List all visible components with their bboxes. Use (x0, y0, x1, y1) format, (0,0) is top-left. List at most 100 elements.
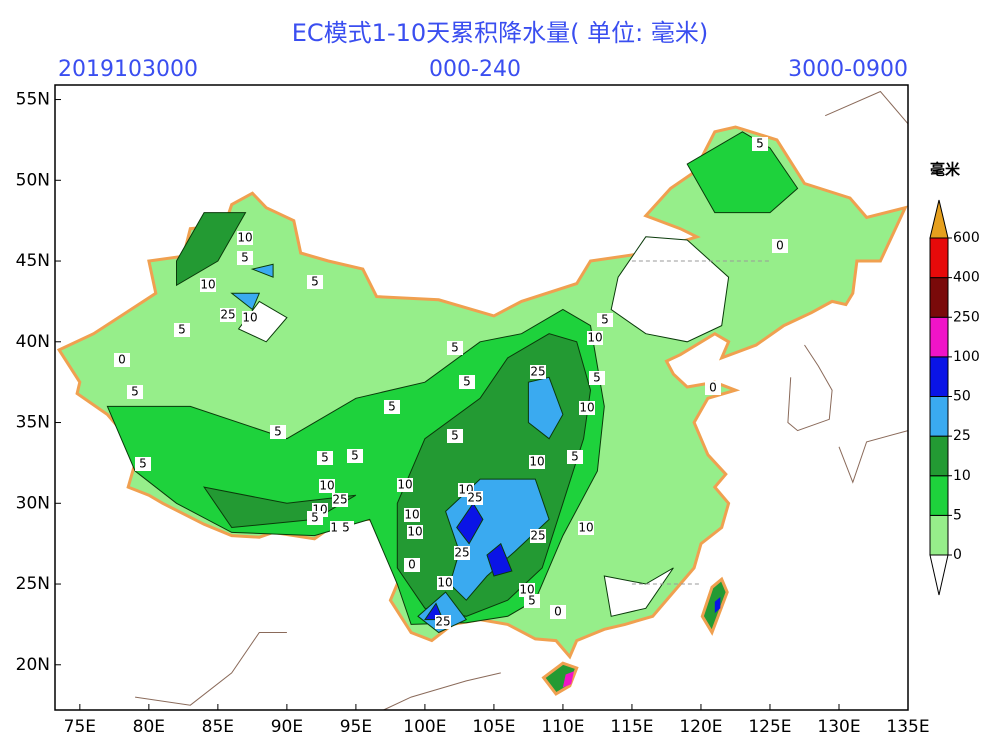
contour-label: 10 (529, 455, 544, 469)
contour-label: 5 (388, 400, 396, 414)
legend-label: 25 (953, 428, 971, 444)
contour-label: 10 (519, 583, 534, 597)
hainan-heavy (562, 671, 574, 688)
zone-25 (250, 263, 274, 278)
y-tick-label: 35N (16, 413, 50, 433)
x-tick-label: 105E (472, 717, 515, 737)
contour-label-bg (587, 331, 603, 345)
y-tick-label: 30N (16, 493, 50, 513)
contour-label: 10 (578, 521, 593, 535)
contour-label: 10 (319, 479, 334, 493)
contour-label-bg (437, 576, 453, 590)
zone-10 (176, 212, 247, 287)
contour-label-bg (529, 455, 545, 469)
contour-label-bg (407, 525, 423, 539)
taiwan-heavy (714, 597, 721, 614)
zone-white (610, 236, 730, 343)
contour-label-bg (200, 278, 216, 292)
contour-label-bg (524, 594, 540, 608)
x-tick-label: 115E (610, 717, 653, 737)
y-tick-label: 20N (16, 655, 50, 675)
contour-label-bg (127, 385, 143, 399)
contour-label-bg (567, 450, 583, 464)
zone-25 (417, 591, 468, 634)
contour-label: 5 (601, 313, 609, 327)
x-tick-label: 90E (271, 717, 303, 737)
contour-label: 25 (435, 615, 450, 629)
legend-swatch (929, 277, 949, 318)
contour-label: 5 (463, 375, 471, 389)
legend-label: 100 (953, 349, 980, 365)
contour-label-bg (270, 425, 286, 439)
coastline (787, 344, 833, 432)
contour-label: 10 (397, 478, 412, 492)
legend-over (929, 199, 949, 239)
contour-label-bg (404, 558, 420, 572)
contour-label: 0 (709, 381, 717, 395)
legend-swatch (929, 435, 949, 477)
forecast-hours: 000-240 (429, 57, 521, 82)
contour-label: 25 (530, 365, 545, 379)
contour-label: 5 (351, 449, 359, 463)
zone-5 (686, 131, 799, 214)
legend-label: 250 (953, 309, 980, 325)
contour-label-bg (579, 401, 595, 415)
legend-swatch (929, 356, 949, 397)
contour-label: 5 (571, 450, 579, 464)
contour-label: 10 (242, 311, 257, 325)
contour-label: 5 (241, 251, 249, 265)
contour-label: 5 (178, 323, 186, 337)
contour-label-bg (597, 313, 613, 327)
legend-swatch (929, 316, 949, 358)
contour-label: 5 (451, 341, 459, 355)
contour-label-bg (404, 508, 420, 522)
contour-label: 25 (220, 308, 235, 322)
contour-label: 10 (200, 278, 215, 292)
zone-50 (456, 502, 484, 545)
contour-label: 10 (587, 331, 602, 345)
x-tick-label: 130E (817, 717, 860, 737)
contour-label: 0 (118, 353, 126, 367)
contour-label-bg (237, 251, 253, 265)
valid-period: 3000-0900 (788, 57, 908, 82)
legend-label: 5 (953, 507, 962, 523)
contour-label-bg (307, 275, 323, 289)
legend-label: 400 (953, 270, 980, 286)
contour-label-bg (467, 491, 483, 505)
contour-label: 5 (451, 429, 459, 443)
contour-label: 0 (776, 239, 784, 253)
legend-swatch (929, 396, 949, 437)
contour-label-bg (237, 231, 253, 245)
y-tick-label: 40N (16, 332, 50, 352)
x-tick-label: 100E (403, 717, 446, 737)
legend-label: 0 (953, 547, 962, 563)
contour-label: 5 (131, 385, 139, 399)
contour-label-bg (435, 615, 451, 629)
contour-label-bg (530, 529, 546, 543)
map-frame (54, 84, 909, 711)
contour-label-bg (550, 605, 566, 619)
coastline (838, 430, 909, 484)
x-tick-label: 135E (886, 717, 929, 737)
contour-label-bg (705, 381, 721, 395)
taiwan (700, 576, 729, 636)
contour-label-bg (397, 478, 413, 492)
contour-label: 5 (342, 521, 350, 535)
contour-label: 5 (593, 371, 601, 385)
contour-label-bg (447, 341, 463, 355)
contour-label-bg (454, 546, 470, 560)
legend-swatch (929, 514, 949, 556)
contour-label-bg (135, 457, 151, 471)
contour-label: 5 (274, 425, 282, 439)
contour-label: 25 (530, 529, 545, 543)
legend-unit: 毫米 (930, 161, 961, 179)
x-tick-label: 75E (64, 717, 96, 737)
contour-label: 5 (311, 511, 319, 525)
contour-label-bg (459, 375, 475, 389)
contour-label-bg (220, 308, 236, 322)
contour-label: 0 (554, 605, 562, 619)
y-tick-label: 45N (16, 251, 50, 271)
init-time: 2019103000 (58, 57, 198, 82)
